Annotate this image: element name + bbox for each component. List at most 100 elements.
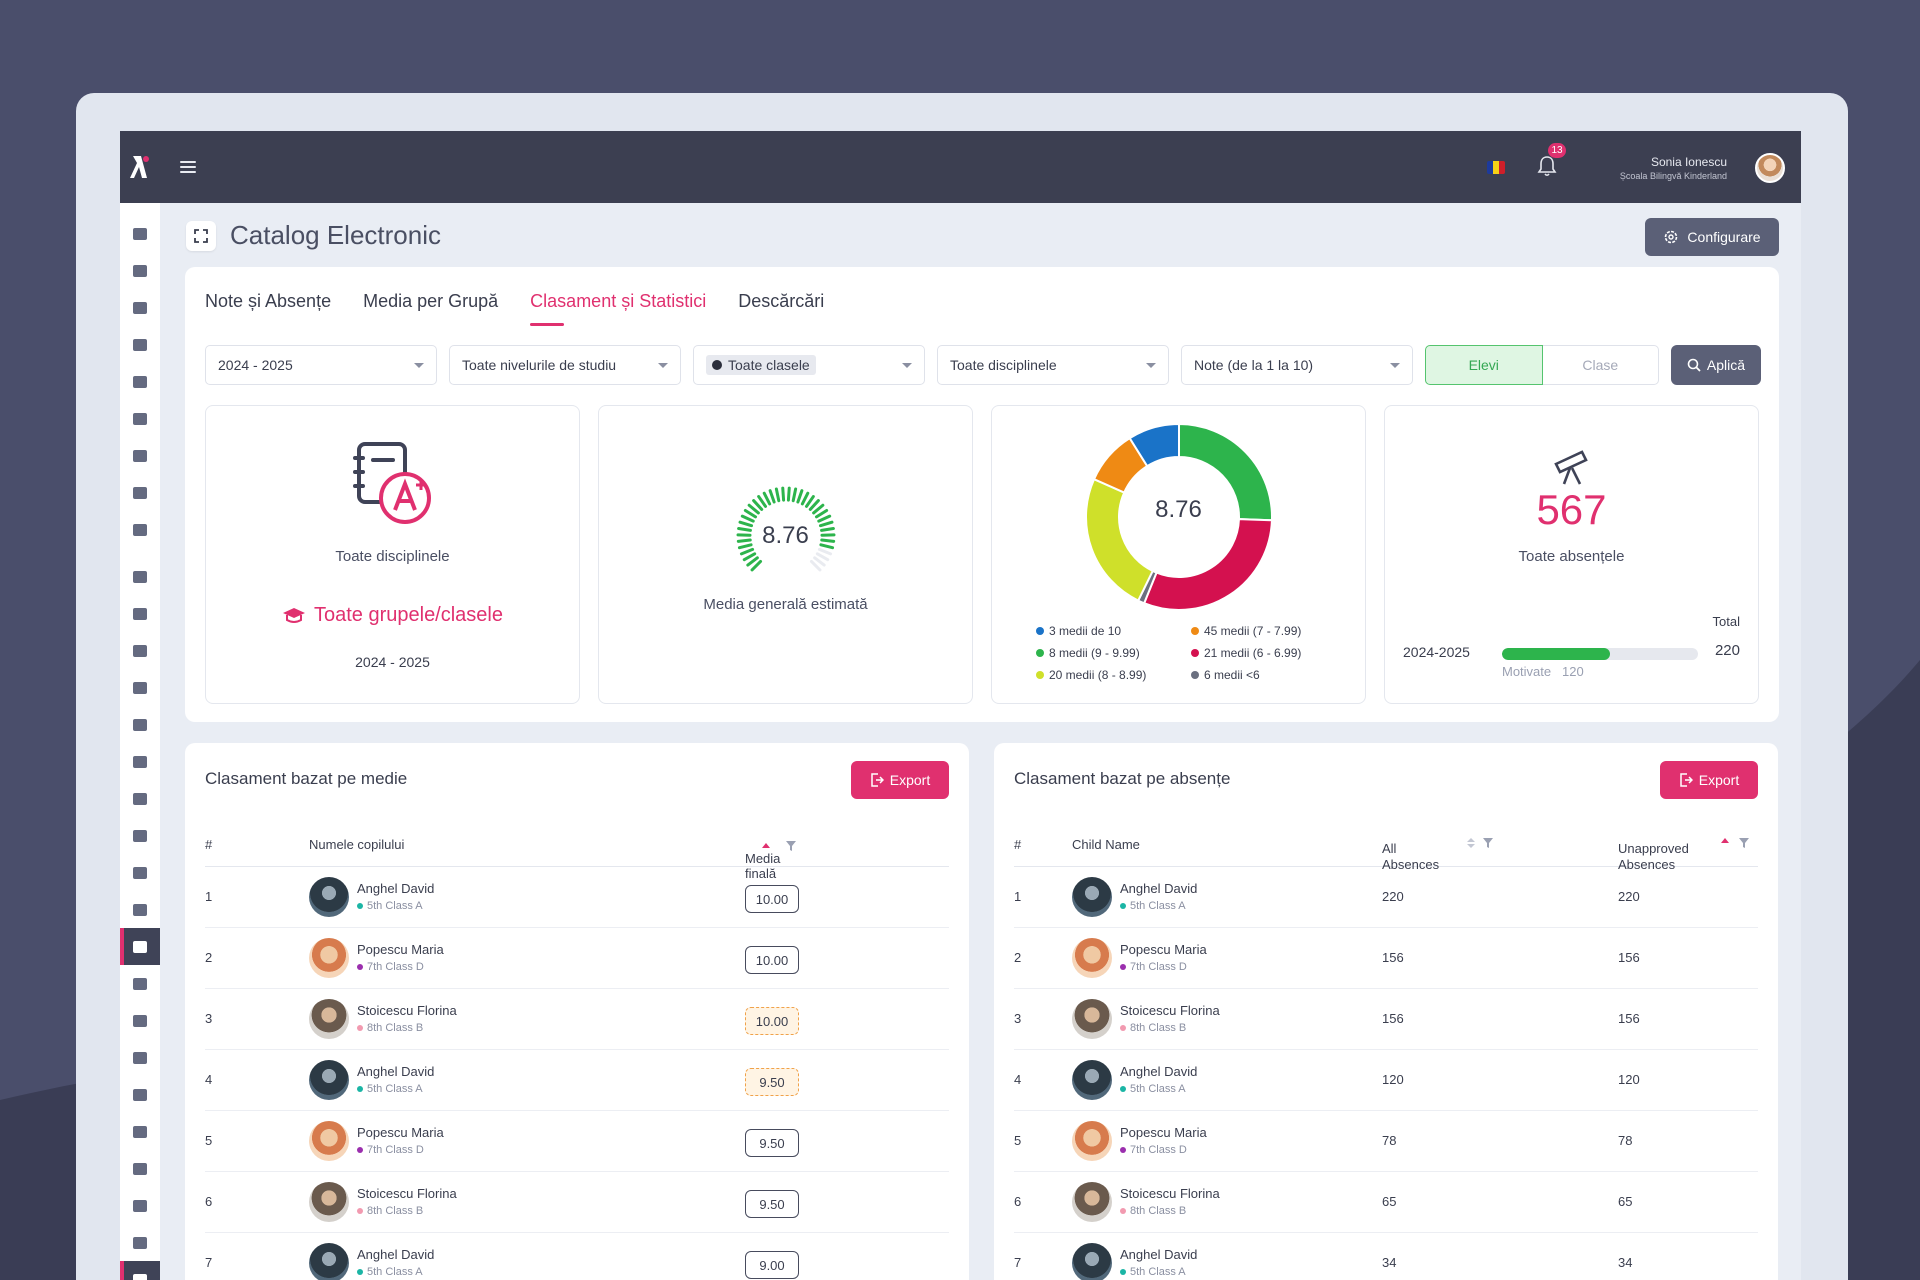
sidebar-grid-icon[interactable] (120, 595, 160, 632)
year-select[interactable]: 2024 - 2025 (205, 345, 437, 385)
menu-icon[interactable] (180, 161, 196, 173)
filter-icon[interactable] (1738, 837, 1750, 849)
tab-group-average[interactable]: Media per Grupă (363, 291, 499, 311)
sidebar-graduation-icon[interactable] (120, 928, 160, 965)
export-button[interactable]: Export (1660, 761, 1758, 799)
table-row[interactable]: 5 Popescu Maria 7th Class D 78 78 (1014, 1111, 1758, 1172)
gauge-tick (808, 499, 820, 511)
sidebar-settings-icon[interactable] (120, 558, 160, 595)
table-row[interactable]: 7 Anghel David 5th Class A 34 34 (1014, 1233, 1758, 1280)
sidebar-list-icon[interactable] (120, 215, 160, 252)
table-row[interactable]: 3 Stoicescu Florina 8th Class B 156 156 (1014, 989, 1758, 1050)
grade-badge: 9.00 (745, 1251, 799, 1279)
subjects-select[interactable]: Toate disciplinele (937, 345, 1169, 385)
sidebar-calendar-icon[interactable] (120, 854, 160, 891)
configure-button[interactable]: Configurare (1645, 218, 1779, 256)
sidebar-chart-icon[interactable] (120, 669, 160, 706)
sort-icon[interactable] (1466, 837, 1476, 849)
filter-icon[interactable] (1482, 837, 1494, 849)
sort-up-icon[interactable] (1720, 837, 1730, 845)
class-label: 5th Class A (1120, 1266, 1186, 1278)
sidebar-check-icon[interactable] (120, 1224, 160, 1261)
language-flag-icon[interactable] (1487, 161, 1505, 174)
child-name[interactable]: Popescu Maria (357, 1125, 444, 1140)
child-name[interactable]: Anghel David (1120, 1247, 1198, 1262)
sidebar-flag-icon[interactable] (120, 632, 160, 669)
export-button[interactable]: Export (851, 761, 949, 799)
tab-downloads[interactable]: Descărcări (738, 291, 825, 311)
table-row[interactable]: 1 Anghel David 5th Class A 220 220 (1014, 867, 1758, 928)
child-name[interactable]: Anghel David (357, 881, 435, 896)
table-row[interactable]: 2 Popescu Maria 7th Class D 156 156 (1014, 928, 1758, 989)
table-row[interactable]: 2 Popescu Maria 7th Class D 10.00 (205, 928, 949, 989)
sidebar-video-icon[interactable] (120, 363, 160, 400)
toggle-classes[interactable]: Clase (1542, 345, 1659, 385)
table-row[interactable]: 6 Stoicescu Florina 8th Class B 65 65 (1014, 1172, 1758, 1233)
legend-label: 45 medii (7 - 7.99) (1204, 624, 1302, 638)
child-name[interactable]: Popescu Maria (357, 942, 444, 957)
avatar (1072, 877, 1112, 917)
child-name[interactable]: Anghel David (357, 1247, 435, 1262)
sidebar-tree-icon[interactable] (120, 706, 160, 743)
sidebar-checklist-icon[interactable] (120, 1002, 160, 1039)
child-name[interactable]: Anghel David (1120, 1064, 1198, 1079)
sidebar-folder-icon[interactable] (120, 965, 160, 1002)
sort-up-icon[interactable] (761, 842, 771, 850)
level-select[interactable]: Toate nivelurile de studiu (449, 345, 681, 385)
sidebar-camera-icon[interactable] (120, 817, 160, 854)
sidebar-chat-icon[interactable] (120, 326, 160, 363)
sidebar-messages-icon[interactable] (120, 1150, 160, 1187)
table-row[interactable]: 7 Anghel David 5th Class A 9.00 (205, 1233, 949, 1280)
filter-icon[interactable] (785, 840, 797, 852)
table-row[interactable]: 1 Anghel David 5th Class A 10.00 (205, 867, 949, 928)
col-child-name[interactable]: Child Name (1072, 837, 1140, 852)
apply-button[interactable]: Aplică (1671, 345, 1761, 385)
col-child-name[interactable]: Numele copilului (309, 837, 405, 852)
gear-icon (1665, 230, 1678, 244)
child-name[interactable]: Stoicescu Florina (1120, 1186, 1220, 1201)
child-name[interactable]: Popescu Maria (1120, 1125, 1207, 1140)
child-name[interactable]: Popescu Maria (1120, 942, 1207, 957)
table-row[interactable]: 4 Anghel David 5th Class A 9.50 (205, 1050, 949, 1111)
tab-ranking-statistics[interactable]: Clasament și Statistici (530, 291, 706, 326)
class-label: 7th Class D (357, 1144, 424, 1156)
child-name[interactable]: Anghel David (357, 1064, 435, 1079)
groups-link[interactable]: Toate grupele/clasele (206, 604, 579, 627)
user-avatar[interactable] (1755, 153, 1785, 183)
app-logo[interactable] (120, 131, 160, 203)
filter-bar: 2024 - 2025 Toate nivelurile de studiu T… (205, 345, 1761, 385)
sidebar-users-icon[interactable] (120, 400, 160, 437)
classes-select[interactable]: Toate clasele (693, 345, 925, 385)
sidebar-child-icon[interactable] (120, 511, 160, 548)
sidebar-mail-icon[interactable] (120, 1039, 160, 1076)
sidebar-stats-icon[interactable] (120, 1076, 160, 1113)
tab-grades-absences[interactable]: Note și Absențe (205, 291, 332, 311)
sidebar-hierarchy-icon[interactable] (120, 289, 160, 326)
child-name[interactable]: Stoicescu Florina (1120, 1003, 1220, 1018)
child-name[interactable]: Stoicescu Florina (357, 1003, 457, 1018)
sidebar-crown-icon[interactable] (120, 474, 160, 511)
child-name[interactable]: Stoicescu Florina (357, 1186, 457, 1201)
sidebar-analytics-icon[interactable] (120, 1187, 160, 1224)
user-info[interactable]: Sonia Ionescu Școala Bilingvă Kinderland (1620, 155, 1727, 181)
table-row[interactable]: 3 Stoicescu Florina 8th Class B 10.00 (205, 989, 949, 1050)
table-row[interactable]: 4 Anghel David 5th Class A 120 120 (1014, 1050, 1758, 1111)
sidebar-user-check-icon[interactable] (120, 1261, 160, 1280)
gauge-tick (786, 486, 791, 502)
table-row[interactable]: 6 Stoicescu Florina 8th Class B 9.50 (205, 1172, 949, 1233)
class-name: 5th Class A (367, 1083, 423, 1095)
sidebar-hand-icon[interactable] (120, 891, 160, 928)
expand-icon[interactable] (186, 220, 216, 251)
sidebar-card-icon[interactable] (120, 743, 160, 780)
sidebar-lines-icon[interactable] (120, 780, 160, 817)
toggle-students[interactable]: Elevi (1425, 345, 1543, 385)
legend-item: 6 medii <6 (1191, 668, 1336, 682)
grades-select[interactable]: Note (de la 1 la 10) (1181, 345, 1413, 385)
table-row[interactable]: 5 Popescu Maria 7th Class D 9.50 (205, 1111, 949, 1172)
sidebar-document-icon[interactable] (120, 252, 160, 289)
sidebar-group-icon[interactable] (120, 437, 160, 474)
sidebar-food-icon[interactable] (120, 1113, 160, 1150)
child-name[interactable]: Anghel David (1120, 881, 1198, 896)
bell-icon[interactable] (1537, 155, 1557, 177)
col-final-average[interactable]: Media finală (745, 837, 797, 881)
